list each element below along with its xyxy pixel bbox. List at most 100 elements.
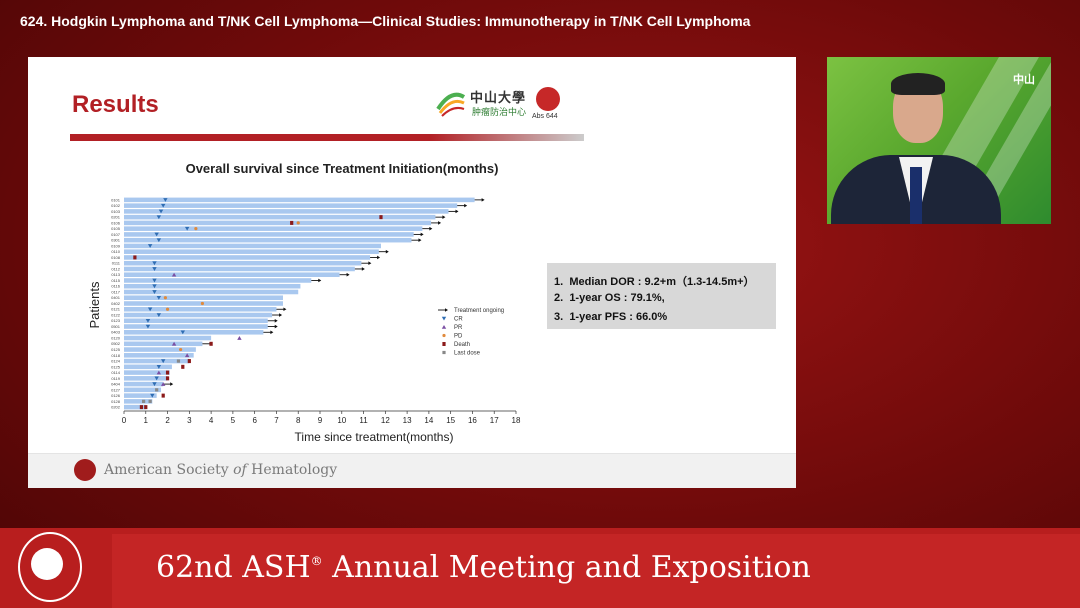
patient-label-34: 0126 — [111, 393, 121, 398]
event-pd-8 — [194, 227, 198, 231]
event-cr-36 — [156, 365, 162, 369]
legend-marker-4 — [442, 342, 446, 346]
result-item-pfs: 3. 1-year PFS : 66.0% — [554, 311, 668, 323]
sysucc-logo-icon — [436, 92, 466, 117]
patient-label-30: 0114 — [111, 370, 120, 375]
event-cr-22 — [147, 307, 153, 312]
ash-footer-text: American Society of Hematology — [104, 462, 338, 478]
bar-0123 — [124, 318, 268, 324]
event-last-dose-47 — [142, 399, 146, 403]
bar-0126 — [124, 393, 157, 398]
patient-label-3: 0201 — [111, 215, 121, 220]
ash-abstract-badge-icon — [536, 87, 560, 111]
event-pd-20 — [163, 296, 167, 300]
chart-title: Overall survival since Treatment Initiat… — [186, 161, 499, 176]
bar-0102 — [124, 203, 458, 208]
bar-0107 — [124, 232, 414, 237]
event-death-39 — [165, 370, 170, 375]
legend-label-4: Death — [454, 342, 470, 348]
x-tick-label-1: 1 — [144, 416, 149, 425]
ongoing-marker-12-head — [361, 267, 365, 271]
bar-0401 — [124, 295, 283, 301]
event-death-50 — [144, 405, 148, 410]
event-death-35 — [187, 359, 191, 364]
ongoing-marker-2 — [448, 209, 459, 214]
x-tick-label-16: 16 — [468, 416, 477, 425]
patient-label-20: 0122 — [111, 312, 121, 317]
ongoing-marker-22-head — [274, 324, 278, 329]
legend-marker-0 — [438, 308, 448, 312]
bar-0105 — [124, 226, 423, 231]
ongoing-marker-32 — [163, 382, 174, 386]
bar-0114 — [124, 370, 170, 375]
result-item-os: 2. 1-year OS : 79.1%, — [554, 292, 665, 304]
bar-0108 — [124, 255, 371, 260]
bar-0110 — [124, 249, 379, 254]
event-cr-1 — [161, 203, 166, 208]
event-pr-38 — [156, 370, 162, 375]
meeting-banner-panel — [112, 534, 1080, 608]
ash-seal-icon — [18, 532, 82, 602]
x-tick-label-2: 2 — [165, 416, 170, 425]
patient-label-4: 0106 — [111, 220, 121, 225]
patient-label-6: 0107 — [111, 232, 121, 237]
ongoing-marker-23-head — [270, 330, 274, 335]
ongoing-marker-6 — [413, 232, 424, 237]
ongoing-marker-22 — [267, 324, 278, 329]
ongoing-marker-14 — [311, 278, 322, 283]
ongoing-marker-21 — [267, 318, 278, 323]
x-tick-label-3: 3 — [187, 416, 192, 425]
ongoing-marker-4-head — [438, 221, 442, 225]
patient-label-19: 0121 — [111, 307, 121, 312]
legend-marker-0-head — [445, 308, 448, 312]
patient-label-15: 0116 — [111, 284, 120, 289]
ongoing-marker-9 — [378, 249, 389, 254]
x-tick-label-7: 7 — [274, 416, 279, 425]
event-cr-14 — [152, 267, 157, 271]
ongoing-marker-10-head — [377, 255, 381, 260]
patient-label-1: 0102 — [111, 203, 121, 208]
x-tick-label-18: 18 — [512, 416, 521, 425]
patient-label-32: 0404 — [111, 382, 121, 387]
event-cr-24 — [156, 313, 162, 318]
ongoing-marker-32-head — [170, 382, 174, 386]
presentation-slide: Results 中山大學 肿瘤防治中心 Abs 644 Overall surv… — [28, 57, 796, 488]
event-cr-11 — [147, 244, 153, 248]
ongoing-marker-6-head — [420, 232, 424, 237]
ongoing-marker-11 — [361, 261, 372, 266]
ongoing-marker-3 — [435, 215, 446, 219]
patient-label-12: 0112 — [111, 266, 120, 271]
patient-label-16: 0117 — [111, 289, 120, 294]
patient-label-35: 0128 — [111, 399, 121, 404]
event-cr-7 — [184, 226, 190, 231]
patient-label-23: 0403 — [111, 330, 121, 335]
event-pd-31 — [179, 347, 183, 352]
patient-label-7: 0301 — [111, 238, 121, 243]
ongoing-marker-2-head — [455, 209, 459, 214]
event-cr-25 — [145, 318, 151, 323]
video-logo-text: 中山 — [1013, 74, 1035, 86]
ongoing-marker-11-head — [368, 261, 372, 266]
ongoing-marker-10 — [370, 255, 381, 260]
patient-label-13: 0113 — [111, 272, 120, 277]
patient-label-22: 0501 — [111, 324, 121, 329]
meeting-title: 62nd ASH® Annual Meeting and Exposition — [156, 550, 811, 585]
event-pd-6 — [296, 221, 300, 225]
session-title: 624. Hodgkin Lymphoma and T/NK Cell Lymp… — [20, 13, 751, 29]
bar-0403 — [124, 330, 264, 335]
ongoing-marker-20-head — [279, 313, 283, 317]
x-tick-label-11: 11 — [359, 416, 368, 425]
patient-label-11: 0111 — [112, 261, 121, 266]
ongoing-marker-20 — [272, 313, 283, 317]
ongoing-marker-19 — [276, 307, 287, 312]
ongoing-marker-21-head — [274, 318, 278, 323]
legend-marker-3 — [442, 333, 446, 338]
legend-label-5: Last dose — [454, 351, 481, 357]
bar-0502 — [124, 341, 203, 347]
ongoing-marker-9-head — [385, 249, 389, 254]
bar-0121 — [124, 306, 277, 312]
x-tick-label-12: 12 — [381, 416, 390, 425]
x-tick-label-10: 10 — [337, 416, 346, 425]
patient-label-17: 0401 — [111, 295, 121, 300]
event-death-4 — [379, 215, 383, 220]
